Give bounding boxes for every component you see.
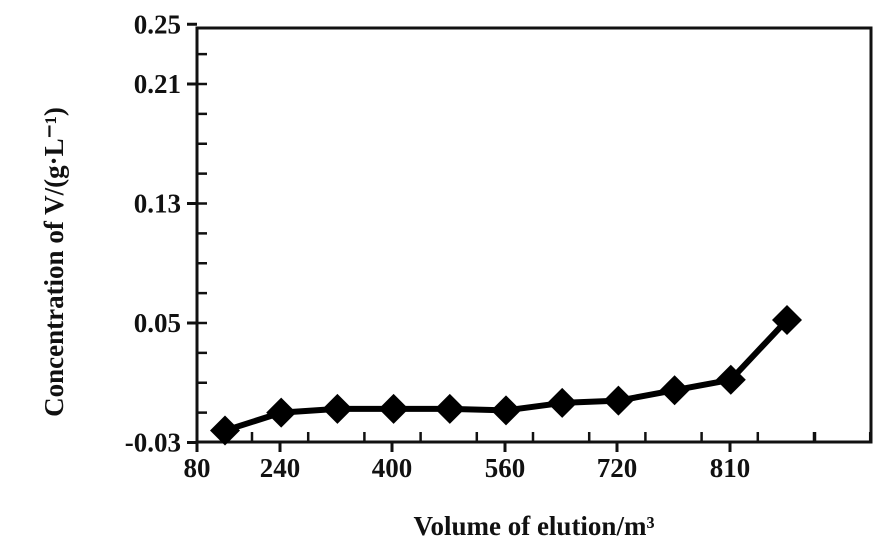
axis-titles: Volume of elution/m³ Concentration of V/… [39, 107, 655, 541]
x-tick-label: 240 [260, 453, 301, 483]
data-point [266, 397, 297, 428]
data-point [210, 415, 240, 446]
data-point [715, 364, 746, 395]
y-ticks: 0.25 0.21 0.13 0.05 -0.03 [125, 9, 207, 458]
data-point [434, 393, 465, 424]
x-tick-label: 810 [710, 453, 751, 483]
axes [195, 26, 873, 444]
data-point [547, 387, 578, 418]
y-tick-label: 0.13 [134, 189, 181, 219]
y-tick-label: -0.03 [125, 428, 181, 458]
data-point [491, 395, 521, 426]
x-tick-label: 560 [485, 453, 526, 483]
data-point [378, 393, 409, 424]
series [210, 305, 802, 446]
data-point [772, 305, 802, 336]
x-ticks: 80 240 400 560 720 810 [184, 432, 872, 483]
x-tick-label: 720 [597, 453, 638, 483]
plot-frame [195, 26, 873, 444]
x-tick-label: 400 [372, 453, 413, 483]
data-point [603, 385, 634, 416]
data-point [659, 375, 690, 406]
y-axis-title: Concentration of V/(g·L⁻¹) [39, 107, 69, 417]
y-tick-label: 0.25 [134, 9, 181, 39]
data-point [322, 393, 353, 424]
y-tick-label: 0.05 [134, 308, 181, 338]
x-tick-label: 80 [184, 453, 211, 483]
y-tick-label: 0.21 [134, 69, 181, 99]
x-axis-title: Volume of elution/m³ [413, 511, 654, 541]
